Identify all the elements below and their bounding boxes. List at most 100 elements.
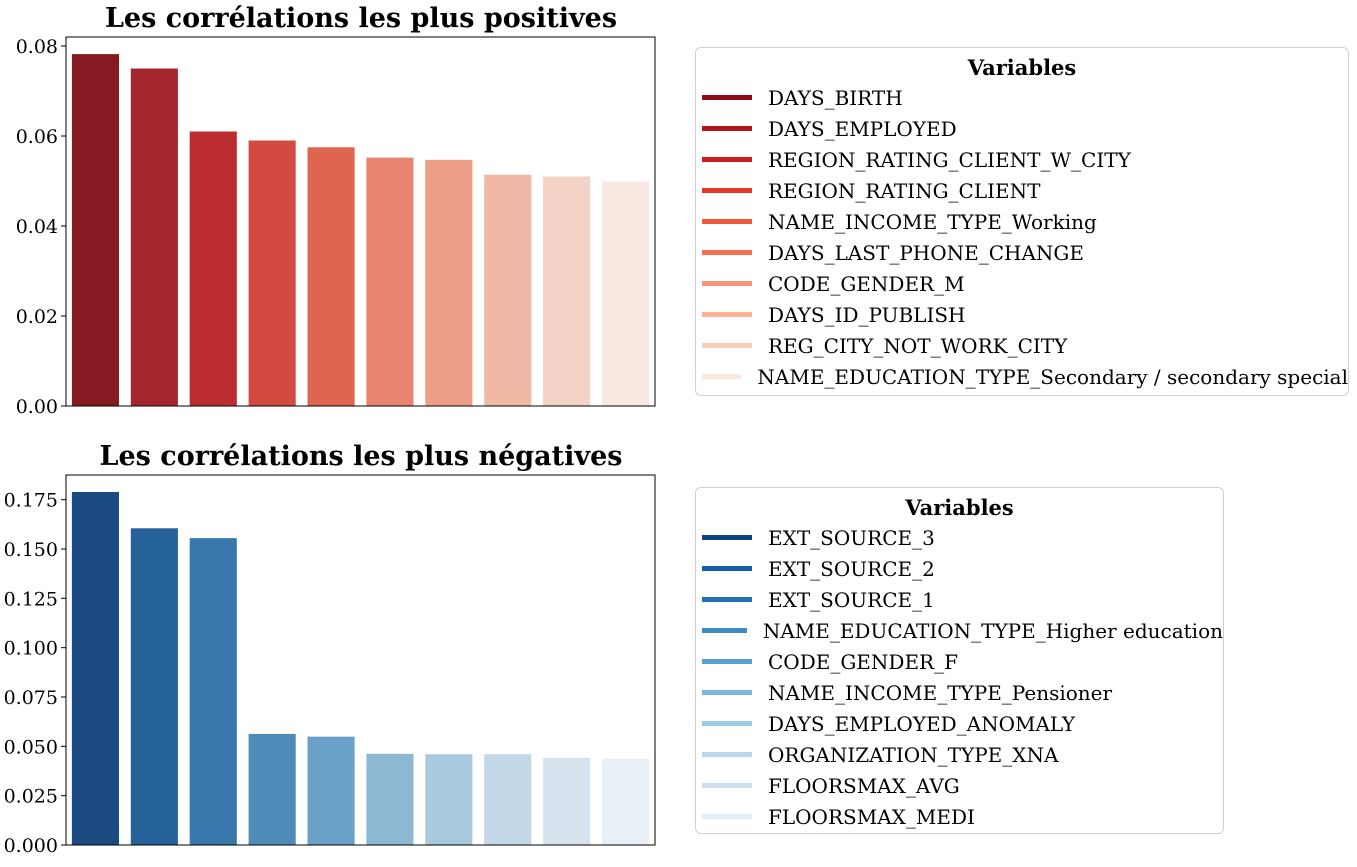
bar-region-rating-client-w-city — [189, 131, 237, 406]
y-tick-label: 0.02 — [16, 306, 58, 328]
y-tick-label: 0.150 — [4, 539, 58, 561]
bar-ext-source-2 — [130, 528, 178, 845]
bar-name-income-type-working — [307, 147, 355, 406]
legend-swatch — [702, 281, 752, 286]
plot-frame — [65, 36, 656, 407]
legend-item: ORGANIZATION_TYPE_XNA — [696, 739, 1223, 770]
y-tick-label: 0.06 — [16, 126, 58, 148]
bar-organization-type-xna — [484, 754, 532, 845]
legend-label: REGION_RATING_CLIENT_W_CITY — [768, 147, 1131, 172]
y-tick-label: 0.050 — [4, 736, 58, 758]
legend-label: NAME_EDUCATION_TYPE_Secondary / secondar… — [757, 364, 1348, 389]
legend-item: DAYS_EMPLOYED — [696, 113, 1348, 144]
legend-swatch — [702, 597, 752, 602]
legend-swatch — [702, 343, 752, 348]
legend-item: EXT_SOURCE_2 — [696, 553, 1223, 584]
legend-item: FLOORSMAX_AVG — [696, 770, 1223, 801]
legend-label: FLOORSMAX_MEDI — [768, 804, 975, 829]
y-tick-label: 0.08 — [16, 36, 58, 58]
legend-swatch — [702, 690, 752, 695]
legend-swatch — [702, 219, 752, 224]
legend-title: Variables — [967, 55, 1077, 80]
positive-correlations-chart: 0.00 0.02 0.04 0.06 0.08 — [16, 36, 656, 418]
legend-item: REGION_RATING_CLIENT_W_CITY — [696, 144, 1348, 175]
bar-name-education-type-higher-education — [248, 733, 296, 845]
legend-label: NAME_INCOME_TYPE_Pensioner — [768, 680, 1113, 705]
legend-label: FLOORSMAX_AVG — [768, 773, 960, 798]
bar-region-rating-client — [248, 140, 296, 406]
legend-label: DAYS_EMPLOYED_ANOMALY — [768, 711, 1076, 736]
legend-swatch — [702, 721, 752, 726]
bar-floorsmax-medi — [601, 758, 650, 845]
legend-swatch — [702, 814, 752, 819]
legend-label: CODE_GENDER_M — [768, 271, 965, 296]
legend-label: NAME_EDUCATION_TYPE_Higher education — [762, 618, 1223, 643]
legend-label: ORGANIZATION_TYPE_XNA — [768, 742, 1059, 767]
legend-swatch — [702, 312, 752, 317]
legend-swatch — [702, 535, 752, 540]
bar-days-id-publish — [484, 174, 532, 406]
bar-code-gender-f — [307, 736, 355, 845]
legend-label: DAYS_LAST_PHONE_CHANGE — [768, 240, 1084, 265]
bar-days-last-phone-change — [366, 157, 414, 406]
legend-label: DAYS_ID_PUBLISH — [768, 302, 966, 327]
legend-item: EXT_SOURCE_1 — [696, 584, 1223, 615]
bar-days-employed-anomaly — [425, 754, 473, 845]
legend-label: REG_CITY_NOT_WORK_CITY — [768, 333, 1068, 358]
legend-item: DAYS_LAST_PHONE_CHANGE — [696, 237, 1348, 268]
legend-item: FLOORSMAX_MEDI — [696, 801, 1223, 832]
legend-item: DAYS_ID_PUBLISH — [696, 299, 1348, 330]
legend-item: DAYS_BIRTH — [696, 82, 1348, 113]
legend-item: CODE_GENDER_F — [696, 646, 1223, 677]
bar-floorsmax-avg — [543, 757, 591, 845]
legend-swatch — [702, 157, 752, 162]
y-tick-label: 0.025 — [4, 786, 58, 808]
plot-frame — [65, 474, 656, 846]
legend-label: CODE_GENDER_F — [768, 649, 958, 674]
y-tick-label: 0.100 — [4, 638, 58, 660]
positive-legend: Variables DAYS_BIRTH DAYS_EMPLOYED REGION_… — [695, 47, 1349, 396]
legend-item: NAME_INCOME_TYPE_Working — [696, 206, 1348, 237]
legend-label: REGION_RATING_CLIENT — [768, 178, 1041, 203]
bar-ext-source-3 — [71, 491, 120, 845]
legend-item: REGION_RATING_CLIENT — [696, 175, 1348, 206]
legend-item: CODE_GENDER_M — [696, 268, 1348, 299]
legend-item: NAME_EDUCATION_TYPE_Higher education — [696, 615, 1223, 646]
bar-name-education-type-secondary-secondary-special — [601, 181, 650, 406]
legend-item: NAME_INCOME_TYPE_Pensioner — [696, 677, 1223, 708]
y-tick-label: 0.075 — [4, 687, 58, 709]
legend-label: EXT_SOURCE_1 — [768, 587, 935, 612]
positive-chart-title: Les corrélations les plus positives — [104, 3, 618, 34]
legend-title: Variables — [905, 495, 1014, 520]
negative-legend: Variables EXT_SOURCE_3 EXT_SOURCE_2 EXT_SO… — [695, 487, 1224, 834]
bar-name-income-type-pensioner — [366, 753, 414, 845]
y-tick-label: 0.125 — [4, 588, 58, 610]
legend-swatch — [702, 659, 752, 664]
y-tick-label: 0.00 — [16, 396, 58, 418]
legend-item: EXT_SOURCE_3 — [696, 522, 1223, 553]
legend-swatch — [702, 783, 752, 788]
legend-label: DAYS_BIRTH — [768, 85, 903, 110]
legend-label: EXT_SOURCE_2 — [768, 556, 935, 581]
legend-swatch — [702, 126, 752, 131]
legend-swatch — [702, 752, 752, 757]
legend-swatch — [702, 95, 752, 100]
legend-swatch — [702, 250, 752, 255]
bar-days-birth — [71, 54, 120, 406]
legend-label: DAYS_EMPLOYED — [768, 116, 957, 141]
y-tick-label: 0.04 — [16, 216, 58, 238]
y-tick-label: 0.175 — [4, 490, 58, 512]
negative-chart-title: Les corrélations les plus négatives — [99, 441, 623, 472]
legend-item: NAME_EDUCATION_TYPE_Secondary / secondar… — [696, 361, 1348, 392]
legend-label: EXT_SOURCE_3 — [768, 525, 935, 550]
bar-ext-source-1 — [189, 538, 237, 845]
legend-swatch — [702, 566, 752, 571]
legend-swatch — [702, 374, 742, 379]
legend-label: NAME_INCOME_TYPE_Working — [768, 209, 1097, 234]
y-tick-label: 0.000 — [4, 835, 58, 857]
bar-code-gender-m — [425, 159, 473, 406]
legend-swatch — [702, 628, 747, 633]
legend-item: DAYS_EMPLOYED_ANOMALY — [696, 708, 1223, 739]
bar-reg-city-not-work-city — [543, 176, 591, 406]
bar-days-employed — [130, 68, 178, 406]
